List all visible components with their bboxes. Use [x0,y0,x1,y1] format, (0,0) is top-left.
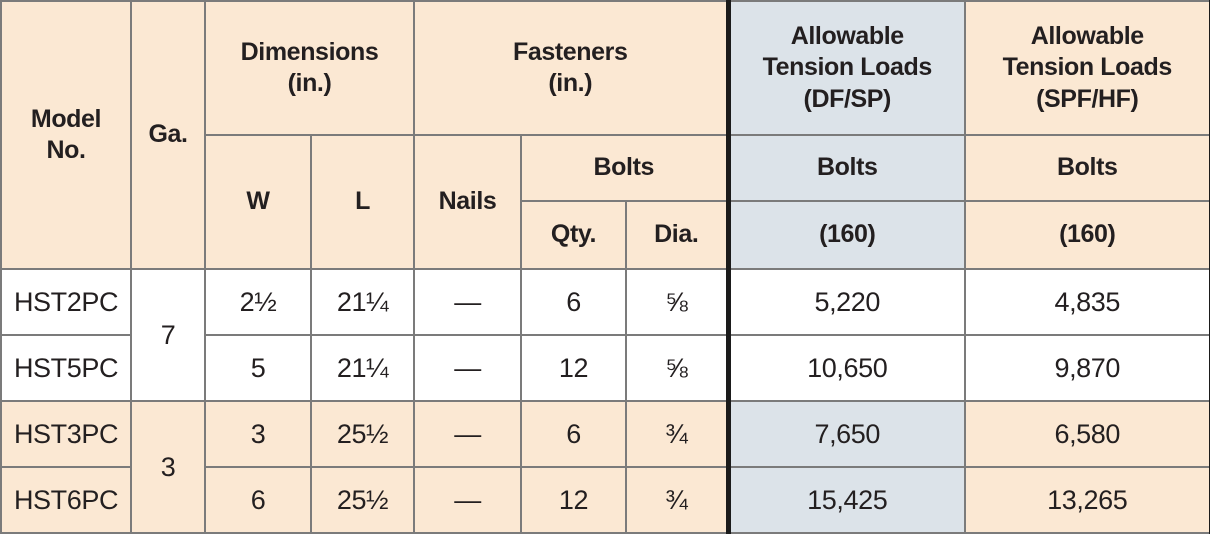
cell-load-dfsp: 10,650 [725,334,967,402]
cell-nails: — [413,334,523,402]
table-body: HST2PC 7 2½ 21¼ — 6 ⅝ 5,220 4,835 HST5PC… [0,268,1210,534]
header-dimensions: Dimensions (in.) [203,0,416,136]
cell-model: HST5PC [0,334,132,402]
cell-bolt-qty: 6 [520,400,628,468]
cell-model: HST3PC [0,400,132,468]
cell-bolt-dia: ¾ [625,400,730,468]
header-bolts-dfsp: Bolts [725,134,967,202]
cell-model: HST2PC [0,268,132,336]
cell-load-spfhf: 13,265 [964,466,1210,534]
cell-load-spfhf: 9,870 [964,334,1210,402]
header-model-no: Model No. [0,0,132,270]
cell-bolt-qty: 6 [520,268,628,336]
cell-width: 5 [204,334,312,402]
header-bolt-qty: Qty. [520,200,628,270]
header-bolts: Bolts [520,134,730,202]
cell-load-dfsp: 5,220 [725,268,967,336]
header-allowable-tension-spfhf: Allowable Tension Loads (SPF/HF) [964,0,1210,136]
cell-nails: — [413,400,523,468]
cell-width: 3 [204,400,312,468]
header-fasteners: Fasteners (in.) [413,0,730,136]
cell-bolt-dia: ⅝ [625,334,730,402]
cell-load-dfsp: 15,425 [725,466,967,534]
cell-bolt-dia: ⅝ [625,268,730,336]
header-allowable-tension-dfsp: Allowable Tension Loads (DF/SP) [725,0,967,136]
cell-bolt-dia: ¾ [625,466,730,534]
cell-ga-group-7: 7 [130,268,206,402]
cell-length: 21¼ [309,268,416,336]
header-width: W [204,134,312,270]
cell-width: 6 [204,466,312,534]
header-length: L [309,134,416,270]
cell-length: 25½ [309,400,416,468]
cell-load-spfhf: 6,580 [964,400,1210,468]
table-header: Model No. Ga. Dimensions (in.) Fasteners… [0,0,1210,270]
header-load-rate-spfhf: (160) [964,200,1210,270]
cell-nails: — [413,466,523,534]
cell-nails: — [413,268,523,336]
cell-width: 2½ [204,268,312,336]
cell-bolt-qty: 12 [520,334,628,402]
header-load-rate-dfsp: (160) [725,200,967,270]
header-ga: Ga. [130,0,206,270]
cell-ga-group-3: 3 [130,400,206,534]
table-row-hst5pc: HST5PC 5 21¼ — 12 ⅝ 10,650 9,870 [0,334,1210,402]
cell-length: 25½ [309,466,416,534]
table-row-hst2pc: HST2PC 7 2½ 21¼ — 6 ⅝ 5,220 4,835 [0,268,1210,402]
header-nails: Nails [413,134,523,270]
cell-load-dfsp: 7,650 [725,400,967,468]
cell-length: 21¼ [309,334,416,402]
cell-bolt-qty: 12 [520,466,628,534]
table-row-hst3pc: HST3PC 3 3 25½ — 6 ¾ 7,650 6,580 [0,400,1210,534]
header-bolts-spfhf: Bolts [964,134,1210,202]
table-row-hst6pc: HST6PC 6 25½ — 12 ¾ 15,425 13,265 [0,466,1210,534]
cell-model: HST6PC [0,466,132,534]
header-bolt-dia: Dia. [625,200,730,270]
cell-load-spfhf: 4,835 [964,268,1210,336]
